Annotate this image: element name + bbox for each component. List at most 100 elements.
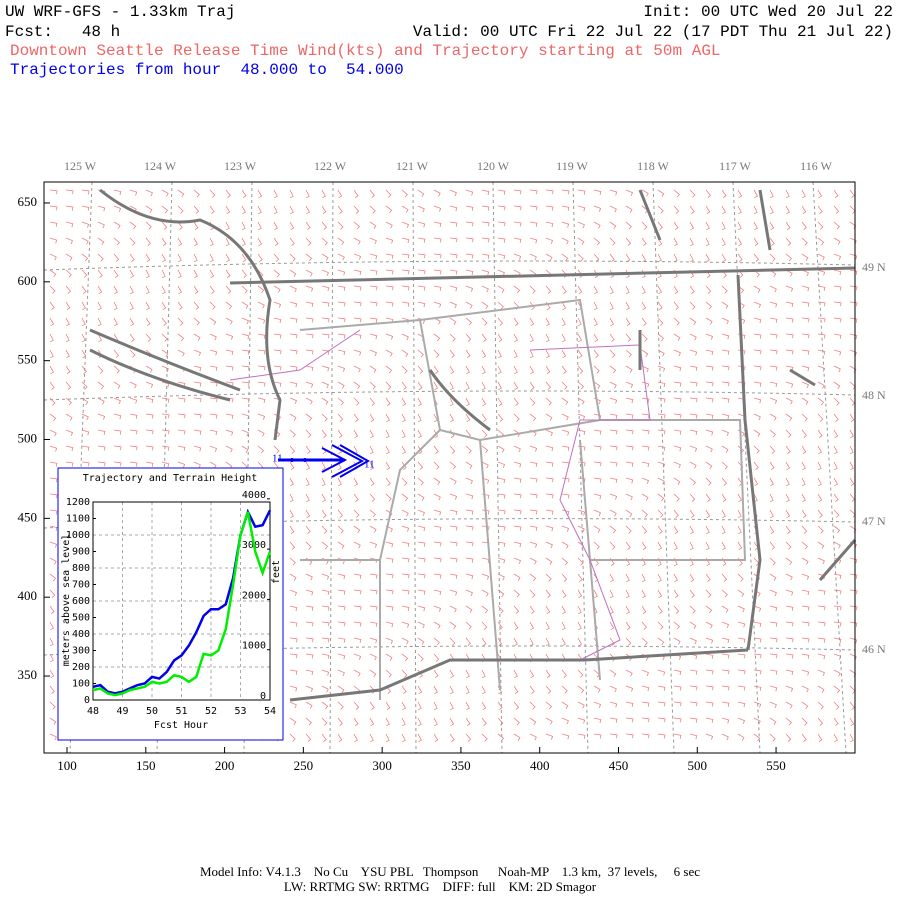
wind-barb (113, 189, 122, 196)
wind-barb (49, 573, 57, 582)
wind-barb (577, 317, 582, 327)
rivers (229, 329, 651, 661)
wind-barb (577, 701, 585, 709)
wind-barb (113, 397, 121, 405)
wind-barb (721, 653, 730, 659)
wind-barb (753, 285, 761, 293)
wind-barb (289, 285, 297, 293)
wind-barb (417, 205, 425, 213)
wind-barb (433, 285, 442, 291)
wind-barb (257, 285, 265, 294)
wind-barb (769, 685, 778, 692)
wind-barb (657, 429, 666, 435)
wind-barb (289, 237, 295, 246)
wind-barb (497, 413, 504, 422)
wind-barb (721, 477, 728, 486)
wind-barb (209, 285, 215, 295)
wind-barb (657, 317, 664, 326)
wind-barb (161, 333, 168, 342)
wind-barb (369, 493, 376, 502)
wind-barb (705, 237, 710, 247)
wind-barb (497, 365, 502, 375)
wind-barb (241, 349, 250, 355)
wind-barb (689, 637, 697, 645)
wind-barb (177, 445, 186, 451)
wind-barb (689, 205, 695, 215)
wind-barb (289, 413, 297, 421)
wind-barb (817, 701, 824, 710)
wind-barb (369, 461, 374, 471)
wind-barb (817, 589, 826, 595)
wind-barb (113, 285, 118, 295)
wind-barb (321, 221, 328, 230)
wind-barb (49, 429, 57, 437)
wind-barb (529, 189, 538, 195)
wind-barb (673, 717, 682, 723)
wind-barb (225, 301, 233, 310)
wind-barb (401, 541, 410, 547)
wind-barb (161, 365, 169, 373)
wind-barb (353, 669, 361, 677)
wind-barb (849, 637, 858, 644)
wind-barb (433, 541, 442, 547)
wind-barb (753, 733, 761, 742)
wind-barb (817, 317, 826, 323)
wind-barb (353, 477, 359, 487)
wind-barb (817, 269, 826, 276)
wind-barb (817, 653, 826, 660)
wind-barb (689, 509, 695, 519)
wind-barb (625, 573, 630, 583)
wind-barb (817, 253, 825, 261)
wind-barb (449, 397, 454, 407)
wind-barb (801, 525, 808, 534)
wind-barb (529, 301, 535, 310)
wind-barb (385, 221, 393, 229)
wind-barb (465, 365, 470, 375)
y-axis-label: meters above sea level (61, 534, 72, 666)
wind-barb (145, 429, 154, 435)
wind-barb (289, 701, 297, 709)
wind-barb (449, 189, 457, 197)
wind-barb (81, 413, 89, 421)
wind-barb (433, 221, 442, 227)
wind-barb (721, 365, 730, 371)
wind-barb (369, 589, 378, 595)
wind-barb (705, 461, 713, 470)
wind-barb (641, 637, 648, 646)
wind-barb (513, 461, 522, 468)
wind-barb (833, 429, 839, 439)
wind-barb (609, 477, 618, 483)
wind-barb (417, 429, 422, 439)
wind-barb (401, 733, 406, 743)
wind-barb (561, 573, 568, 582)
wind-barb (273, 317, 282, 324)
wind-barb (369, 573, 378, 579)
wind-barb (705, 317, 713, 325)
wind-barb (337, 621, 346, 627)
y2-tick-label: 1000 (242, 641, 266, 652)
wind-barb (721, 237, 726, 247)
wind-barb (801, 317, 810, 323)
wind-barb (625, 685, 634, 692)
wind-barb (801, 429, 807, 438)
wind-barb (401, 557, 410, 563)
wind-barb (305, 445, 311, 455)
wind-barb (401, 269, 410, 275)
wind-barb (417, 365, 424, 374)
wind-barb (497, 573, 505, 581)
wind-barb (593, 701, 602, 708)
wind-barb (673, 509, 679, 518)
wind-barb (513, 205, 522, 211)
wind-barb (465, 269, 474, 276)
wind-barb (193, 413, 202, 419)
wind-barb (305, 349, 314, 355)
river (529, 344, 651, 661)
wind-barb (561, 445, 570, 451)
forecast-hour: Fcst: 48 h (5, 23, 120, 41)
wind-barb (641, 669, 649, 677)
wind-barb (833, 541, 841, 549)
wind-barb (369, 669, 377, 678)
wind-barb (625, 429, 634, 435)
wind-barb (577, 621, 582, 631)
wind-barb (417, 349, 424, 358)
